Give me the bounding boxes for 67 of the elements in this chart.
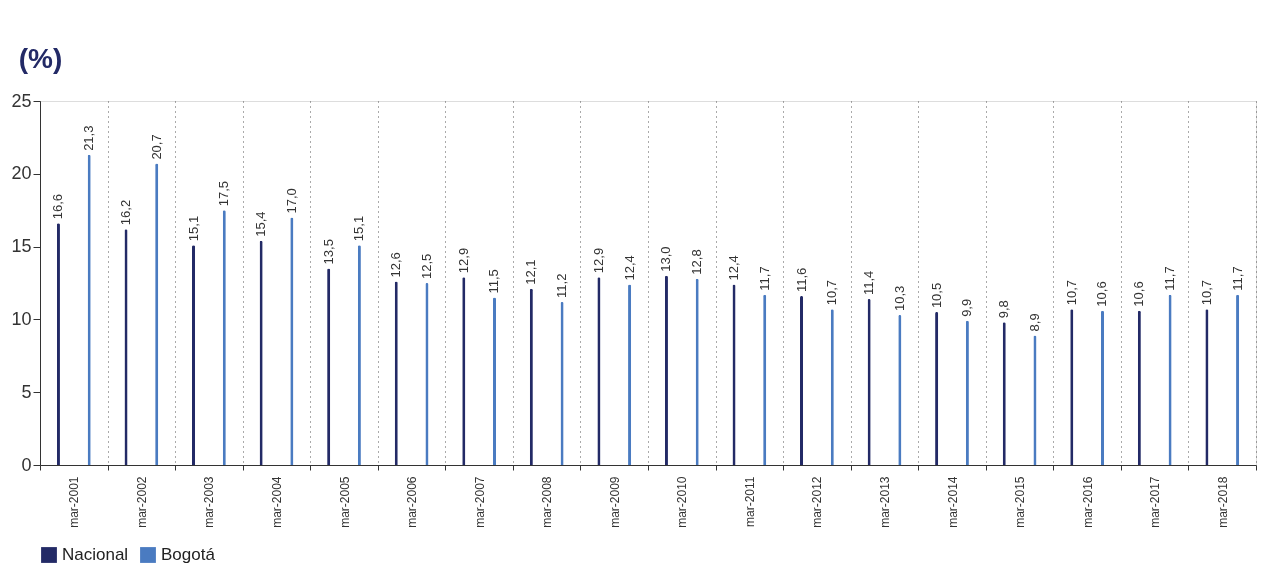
data-label: 11,7 (756, 266, 772, 291)
data-label: 15,1 (351, 215, 367, 242)
y-tick-label: 0 (21, 454, 32, 475)
x-tick-label: mar-2003 (202, 476, 217, 528)
legend-label: Nacional (62, 545, 129, 564)
data-label: 11,6 (793, 267, 809, 293)
data-label: 10,6 (1131, 281, 1147, 307)
data-label: 12,4 (621, 255, 637, 281)
data-label: 12,9 (590, 247, 606, 274)
x-tick-label: mar-2004 (269, 476, 284, 528)
x-tick-label: mar-2005 (337, 476, 352, 528)
x-tick-label: mar-2013 (877, 476, 892, 528)
bar (800, 296, 804, 465)
data-label: 9,8 (996, 300, 1012, 319)
x-tick-label: mar-2007 (472, 476, 487, 528)
data-label: 17,5 (216, 180, 232, 207)
x-tick-label: mar-2017 (1148, 476, 1163, 528)
x-tick-label: mar-2016 (1080, 476, 1095, 528)
x-tick-label: mar-2015 (1013, 476, 1028, 528)
data-label: 17,0 (283, 188, 299, 214)
data-label: 20,7 (148, 134, 164, 160)
y-tick-label: 25 (11, 90, 32, 111)
data-label: 12,6 (388, 252, 404, 278)
x-tick-label: mar-2008 (540, 476, 555, 528)
y-axis-title: (%) (18, 42, 63, 74)
x-tick-label: mar-2018 (1215, 476, 1230, 528)
bar (192, 245, 196, 465)
data-label: 21,3 (81, 125, 97, 151)
data-label: 10,7 (1063, 279, 1079, 306)
y-tick-label: 5 (21, 381, 32, 402)
data-label: 12,4 (725, 255, 741, 281)
data-label: 11,7 (1229, 266, 1245, 291)
legend-label: Bogotá (161, 545, 216, 564)
data-label: 10,6 (1094, 281, 1110, 307)
x-tick-label: mar-2002 (134, 476, 149, 528)
data-label: 10,7 (1198, 279, 1214, 306)
bar (1100, 310, 1104, 465)
data-label: 13,0 (658, 246, 674, 272)
data-label: 11,4 (861, 270, 877, 296)
x-tick-label: mar-2001 (67, 476, 82, 528)
data-label: 10,5 (928, 282, 944, 309)
data-label: 15,4 (253, 211, 269, 237)
y-tick-label: 20 (11, 163, 32, 184)
x-tick-label: mar-2011 (742, 476, 757, 527)
x-tick-label: mar-2006 (405, 476, 420, 528)
data-label: 12,5 (418, 253, 434, 279)
y-tick-label: 10 (11, 308, 32, 329)
data-label: 12,8 (689, 249, 705, 275)
data-label: 10,7 (824, 279, 840, 306)
data-label: 12,1 (523, 259, 539, 285)
data-label: 16,2 (117, 199, 133, 226)
data-label: 9,9 (959, 298, 975, 317)
data-label: 15,1 (185, 215, 201, 242)
x-tick-label: mar-2009 (607, 476, 622, 528)
data-label: 16,6 (50, 193, 66, 220)
x-tick-label: mar-2010 (675, 476, 690, 528)
data-label: 8,9 (1026, 313, 1042, 332)
y-tick-label: 15 (11, 236, 32, 257)
bar (492, 297, 496, 465)
data-label: 11,7 (1162, 266, 1178, 291)
data-label: 10,3 (891, 285, 907, 312)
data-label: 11,2 (554, 273, 570, 298)
data-label: 11,5 (486, 269, 502, 294)
data-label: 12,9 (455, 247, 471, 274)
data-label: 13,5 (320, 239, 336, 265)
x-tick-label: mar-2014 (945, 476, 960, 528)
x-tick-label: mar-2012 (810, 476, 825, 528)
